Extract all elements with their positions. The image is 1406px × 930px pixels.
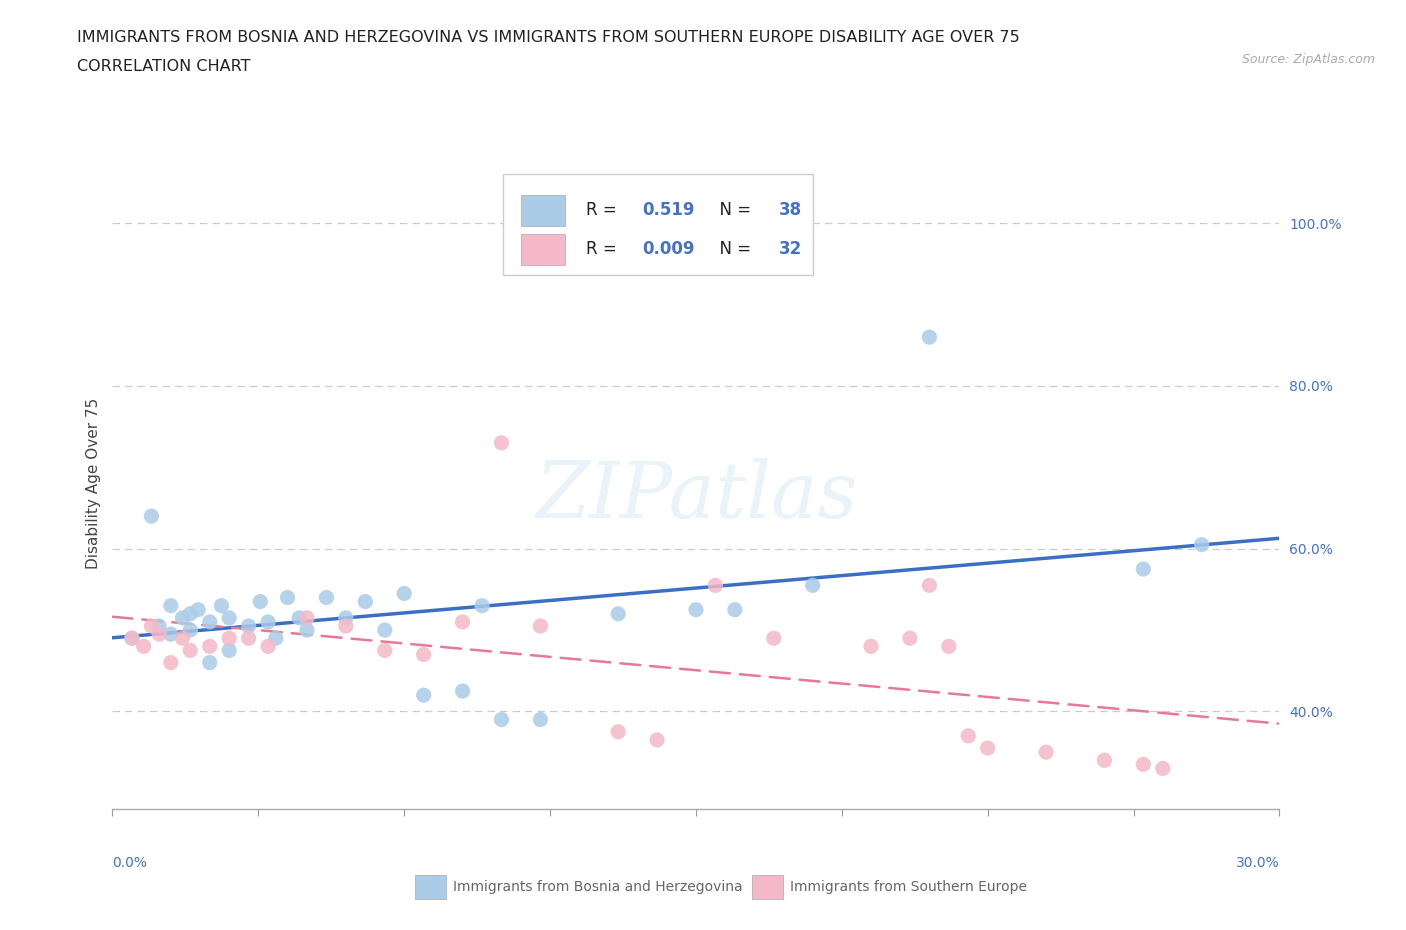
Point (1132, 562, 1154, 577)
Text: N =: N = (709, 201, 756, 219)
Point (471, 598, 494, 613)
Point (529, 712, 551, 727)
Point (976, 740, 998, 755)
Point (148, 627, 170, 642)
Point (704, 578, 727, 592)
Text: IMMIGRANTS FROM BOSNIA AND HERZEGOVINA VS IMMIGRANTS FROM SOUTHERN EUROPE DISABI: IMMIGRANTS FROM BOSNIA AND HERZEGOVINA V… (77, 30, 1021, 45)
Point (354, 594, 377, 609)
Point (160, 627, 183, 642)
Point (685, 603, 707, 618)
Point (179, 606, 201, 621)
Point (491, 435, 513, 450)
Point (762, 631, 785, 645)
Point (938, 639, 960, 654)
Point (374, 643, 396, 658)
Point (1092, 753, 1115, 768)
Point (918, 578, 941, 592)
Point (335, 610, 357, 625)
Point (238, 618, 260, 633)
Point (1152, 761, 1174, 776)
Point (209, 598, 232, 613)
FancyBboxPatch shape (520, 194, 565, 226)
Point (295, 623, 318, 638)
Point (335, 618, 357, 633)
Point (198, 615, 221, 630)
Point (801, 578, 824, 592)
Point (374, 623, 396, 638)
Point (179, 623, 201, 638)
Point (529, 618, 551, 633)
FancyBboxPatch shape (520, 233, 565, 265)
Point (1191, 538, 1213, 552)
Text: 0.009: 0.009 (643, 240, 695, 259)
Point (218, 610, 240, 625)
Y-axis label: Disability Age Over 75: Disability Age Over 75 (86, 398, 101, 569)
Text: Immigrants from Bosnia and Herzegovina: Immigrants from Bosnia and Herzegovina (453, 880, 742, 895)
Point (121, 631, 143, 645)
Point (160, 656, 183, 671)
Point (295, 610, 318, 625)
Point (859, 639, 883, 654)
Text: 30.0%: 30.0% (1236, 856, 1279, 870)
Point (141, 509, 163, 524)
Point (957, 728, 980, 743)
Point (607, 606, 630, 621)
Point (198, 656, 221, 671)
Text: R =: R = (586, 240, 623, 259)
Point (898, 631, 921, 645)
Point (412, 688, 434, 703)
Point (288, 610, 311, 625)
Text: 32: 32 (779, 240, 801, 259)
Text: Immigrants from Southern Europe: Immigrants from Southern Europe (790, 880, 1028, 895)
Point (451, 615, 474, 630)
Point (491, 712, 513, 727)
Point (218, 643, 240, 658)
Text: CORRELATION CHART: CORRELATION CHART (77, 59, 250, 73)
Point (148, 618, 170, 633)
Point (607, 724, 630, 739)
Point (276, 591, 298, 605)
Point (257, 639, 280, 654)
Point (132, 639, 155, 654)
Point (141, 618, 163, 633)
Text: ZIPatlas: ZIPatlas (534, 458, 858, 535)
Point (724, 603, 747, 618)
Text: 0.519: 0.519 (643, 201, 695, 219)
Point (645, 733, 668, 748)
Point (1035, 745, 1057, 760)
Point (179, 643, 201, 658)
Point (1132, 757, 1154, 772)
Text: 0.0%: 0.0% (112, 856, 148, 870)
Point (160, 598, 183, 613)
Point (121, 631, 143, 645)
Text: R =: R = (586, 201, 623, 219)
Point (392, 586, 416, 601)
Text: N =: N = (709, 240, 756, 259)
Point (198, 639, 221, 654)
Point (187, 603, 209, 618)
FancyBboxPatch shape (503, 175, 813, 275)
Point (315, 591, 337, 605)
Point (172, 610, 194, 625)
Point (172, 631, 194, 645)
Point (918, 330, 941, 345)
Point (218, 631, 240, 645)
Point (257, 615, 280, 630)
Text: 38: 38 (779, 201, 801, 219)
Point (238, 631, 260, 645)
Text: Source: ZipAtlas.com: Source: ZipAtlas.com (1241, 53, 1375, 66)
Point (249, 594, 271, 609)
Point (412, 647, 434, 662)
Point (451, 684, 474, 698)
Point (264, 631, 287, 645)
